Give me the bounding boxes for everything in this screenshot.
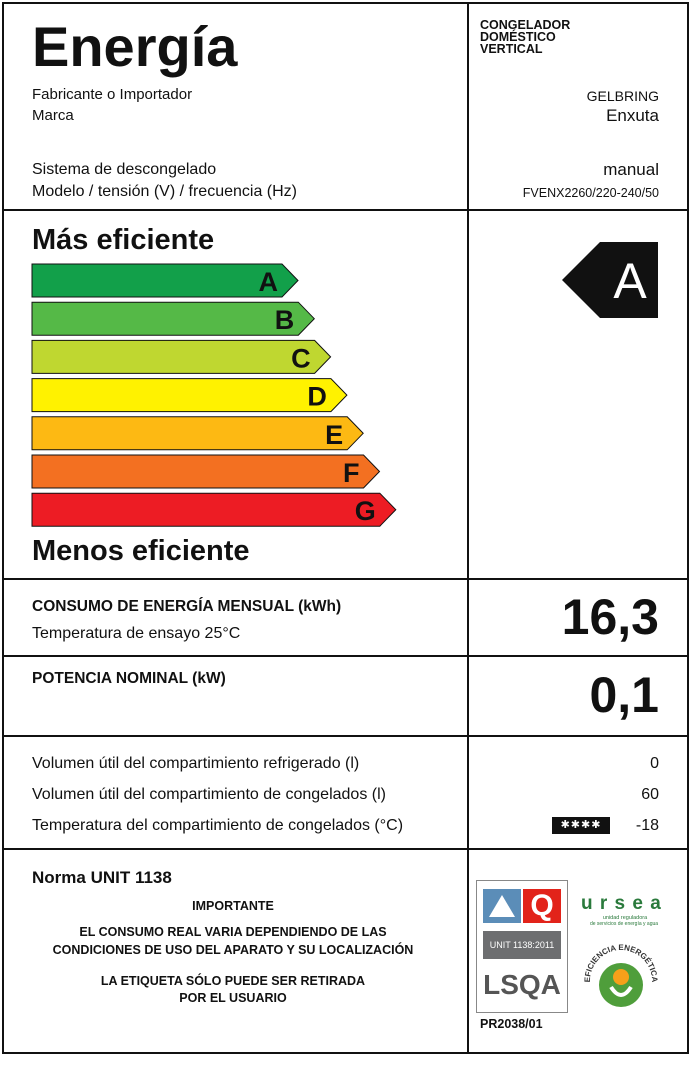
efficiency-bar-f	[31, 454, 381, 489]
efficiency-bar-d	[31, 378, 348, 413]
lsqa-name: LSQA	[483, 969, 561, 1000]
ursea-subtitle-2: de servicios de energía y agua	[589, 921, 659, 927]
warning-line-1: EL CONSUMO REAL VARIA DEPENDIENDO DE LAS	[79, 925, 387, 939]
product-type: CONGELADOR DOMÉSTICO VERTICAL	[480, 18, 660, 56]
model-label: Modelo / tensión (V) / frecuencia (Hz)	[32, 183, 297, 200]
seal-sun	[613, 969, 629, 985]
lsqa-q-icon: Q	[523, 889, 561, 923]
efficiency-bar-letter: E	[325, 420, 343, 450]
efficiency-bar-letter: G	[355, 496, 376, 526]
efficiency-bar-c	[31, 339, 332, 374]
refrigerated-volume-label: Volumen útil del compartimiento refriger…	[32, 755, 360, 772]
divider	[2, 209, 689, 211]
rating-letter: A	[613, 253, 647, 309]
power-label: POTENCIA NOMINAL (kW)	[32, 670, 226, 687]
important-heading: IMPORTANTE	[192, 899, 274, 913]
label-frame	[2, 2, 689, 1054]
ursea-name: u r s e a	[581, 893, 662, 914]
freezer-temperature-label: Temperatura del compartimiento de congel…	[32, 817, 404, 834]
consumption-label: CONSUMO DE ENERGÍA MENSUAL (kWh)	[32, 598, 342, 615]
removal-line-1: LA ETIQUETA SÓLO PUEDE SER RETIRADA	[100, 974, 366, 988]
ursea-subtitle-1: unidad reguladora	[602, 915, 648, 921]
divider	[2, 578, 689, 580]
lsqa-logo: Q UNIT 1138:2011 LSQA	[476, 880, 568, 1013]
defrost-value: manual	[603, 160, 659, 179]
efficiency-bar-letter: F	[343, 458, 360, 488]
refrigerated-volume-value: 0	[650, 755, 659, 772]
more-efficient-label: Más eficiente	[32, 224, 215, 256]
warning-line-2: CONDICIONES DE USO DEL APARATO Y SU LOCA…	[52, 943, 414, 957]
norm-title: Norma UNIT 1138	[32, 868, 172, 887]
efficiency-bar-a	[31, 263, 299, 298]
divider	[2, 655, 689, 657]
vertical-divider	[467, 2, 469, 1054]
rating-arrow: A	[562, 242, 658, 318]
product-type-line: DOMÉSTICO	[480, 30, 556, 44]
efficiency-bar-letter: B	[275, 305, 295, 335]
label-title: Energía	[32, 15, 238, 78]
brand-label: Marca	[32, 107, 74, 124]
freezer-volume-label: Volumen útil del compartimiento de conge…	[32, 786, 386, 803]
efficiency-bar-e	[31, 416, 364, 451]
power-value: 0,1	[589, 667, 659, 723]
divider	[2, 735, 689, 737]
divider	[2, 848, 689, 850]
defrost-label: Sistema de descongelado	[32, 161, 217, 178]
product-type-line: CONGELADOR	[480, 18, 571, 32]
less-efficient-label: Menos eficiente	[32, 535, 250, 567]
freezer-volume-value: 60	[641, 786, 659, 803]
rating-arrow-shape	[562, 242, 658, 318]
test-temperature: Temperatura de ensayo 25°C	[32, 625, 241, 642]
efficiency-bar-letter: D	[307, 382, 327, 412]
consumption-value: 16,3	[561, 589, 659, 645]
efficiency-bar-letter: A	[259, 267, 279, 297]
efficiency-bar-letter: C	[291, 343, 311, 373]
manufacturer-label: Fabricante o Importador	[32, 86, 193, 103]
seal-leaf	[609, 985, 633, 997]
manufacturer-value: GELBRING	[586, 88, 659, 104]
permit-number: PR2038/01	[480, 1017, 543, 1031]
brand-value: Enxuta	[606, 106, 659, 125]
efficiency-seal-icon: EFICIENCIA ENERGÉTICA	[583, 943, 659, 1007]
freezer-star-rating-icon: ✱✱✱✱	[552, 817, 610, 834]
freezer-temperature-value: -18	[635, 817, 659, 834]
model-value: FVENX2260/220-240/50	[522, 186, 659, 200]
removal-line-2: POR EL USUARIO	[179, 991, 287, 1005]
efficiency-bar-g	[31, 492, 397, 527]
lsqa-triangle-icon	[483, 889, 521, 923]
lsqa-norm: UNIT 1138:2011	[483, 931, 561, 959]
efficiency-bar-b	[31, 301, 315, 336]
product-type-line: VERTICAL	[480, 42, 543, 56]
